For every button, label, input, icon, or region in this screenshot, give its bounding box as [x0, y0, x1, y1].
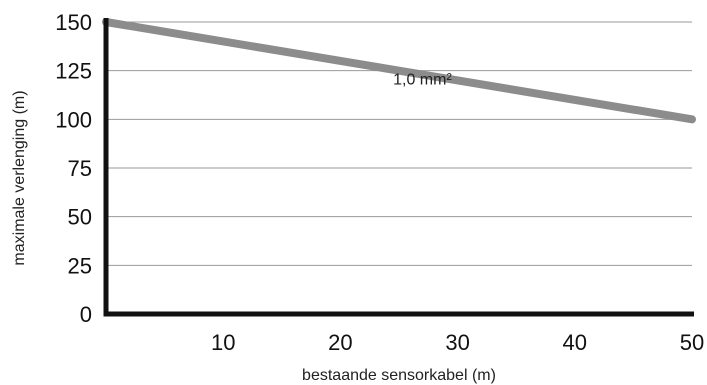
- series-layer: [102, 18, 696, 124]
- x-axis-label: bestaande sensorkabel (m): [302, 367, 496, 384]
- y-tick-label-25: 25: [68, 253, 92, 278]
- y-tick-label-50: 50: [68, 205, 92, 230]
- axes: [103, 18, 694, 317]
- y-tick-label-100: 100: [55, 107, 92, 132]
- tick-labels: 0 25 50 75 100 125 150 10 20 30 40 50: [55, 10, 704, 355]
- annotations: 1,0 mm²: [393, 71, 452, 88]
- x-tick-label-10: 10: [211, 330, 235, 355]
- y-tick-label-75: 75: [68, 156, 92, 181]
- x-tick-label-20: 20: [328, 330, 352, 355]
- y-tick-label-0: 0: [80, 302, 92, 327]
- x-tick-label-40: 40: [563, 330, 587, 355]
- y-tick-label-125: 125: [55, 59, 92, 84]
- x-tick-label-50: 50: [680, 330, 704, 355]
- x-tick-label-30: 30: [445, 330, 469, 355]
- y-tick-label-150: 150: [55, 10, 92, 35]
- annotation-label-0: 1,0 mm²: [393, 71, 452, 88]
- y-axis-label: maximale verlenging (m): [11, 90, 28, 265]
- gridlines: [106, 21, 692, 266]
- series-line-0: [102, 18, 696, 124]
